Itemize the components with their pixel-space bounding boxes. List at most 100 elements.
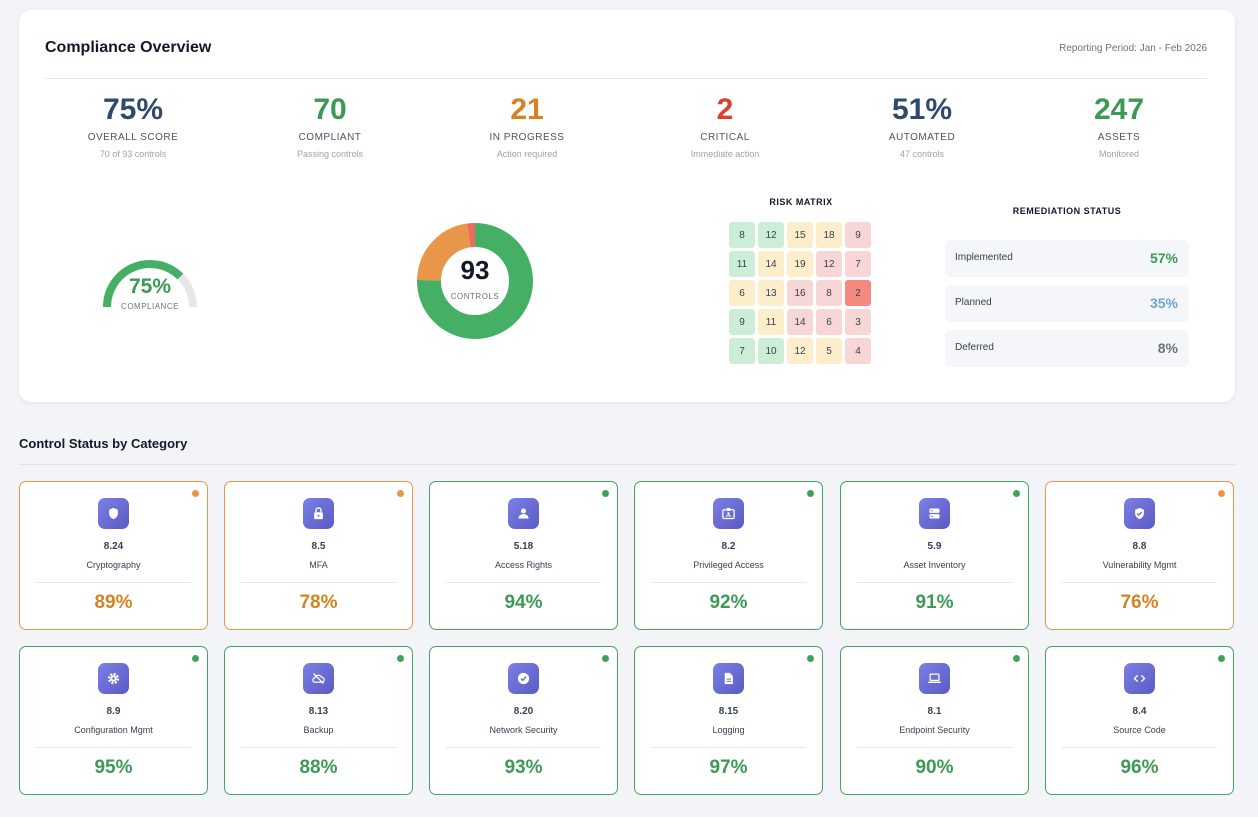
control-percentage: 97% [709, 757, 748, 778]
control-percentage: 90% [915, 757, 954, 778]
kpi-label: CRITICAL [700, 132, 750, 143]
status-dot [397, 490, 404, 497]
risk-cell: 6 [729, 280, 755, 306]
kpi-value: 51% [891, 93, 953, 126]
category-card-vulnerability-mgmt[interactable]: 8.8 Vulnerability Mgmt 76% [1045, 481, 1234, 630]
risk-cell: 8 [729, 222, 755, 248]
control-code: 8.13 [308, 706, 329, 717]
category-card-mfa[interactable]: 8.5 MFA 78% [224, 481, 413, 630]
category-card-logging[interactable]: 8.15 Logging 97% [634, 646, 823, 795]
control-percentage: 95% [94, 757, 133, 778]
control-code: 8.9 [106, 706, 121, 717]
control-code: 8.8 [1132, 541, 1147, 552]
status-dot [397, 655, 404, 662]
remediation-label: Planned [955, 297, 992, 308]
risk-cell: 7 [729, 338, 755, 364]
kpi-assets: 247 ASSETS Monitored [1029, 92, 1209, 159]
shield-icon [98, 498, 129, 529]
kpi-value: 2 [716, 93, 734, 126]
risk-cell: 11 [758, 309, 784, 335]
category-card-privileged-access[interactable]: 8.2 Privileged Access 92% [634, 481, 823, 630]
status-dot [1218, 490, 1225, 497]
card-divider [36, 582, 191, 583]
control-name: Configuration Mgmt [74, 725, 153, 735]
donut-segment [417, 223, 533, 339]
remediation-value: 35% [1149, 295, 1178, 311]
control-percentage: 93% [504, 757, 543, 778]
risk-cell: 9 [845, 222, 871, 248]
category-card-configuration-mgmt[interactable]: 8.9 Configuration Mgmt 95% [19, 646, 208, 795]
control-name: Logging [712, 725, 745, 735]
status-dot [807, 655, 814, 662]
control-name: Backup [303, 725, 334, 735]
control-code: 8.4 [1132, 706, 1147, 717]
page-title: Compliance Overview [45, 39, 212, 56]
risk-cell: 11 [729, 251, 755, 277]
card-divider [1062, 582, 1217, 583]
control-name: Endpoint Security [899, 725, 970, 735]
category-card-cryptography[interactable]: 8.24 Cryptography 89% [19, 481, 208, 630]
control-name: Access Rights [494, 560, 553, 570]
kpi-label: COMPLIANT [298, 132, 362, 143]
control-code: 8.2 [721, 541, 736, 552]
card-divider [1062, 747, 1217, 748]
category-card-endpoint-security[interactable]: 8.1 Endpoint Security 90% [840, 646, 1029, 795]
id-card-icon [713, 498, 744, 529]
risk-cell: 12 [787, 338, 813, 364]
risk-cell: 10 [758, 338, 784, 364]
lock-icon [303, 498, 334, 529]
category-card-asset-inventory[interactable]: 5.9 Asset Inventory 91% [840, 481, 1029, 630]
compliance-overview-panel: Compliance Overview Reporting Period: Ja… [19, 10, 1235, 402]
kpi-critical: 2 CRITICAL Immediate action [635, 92, 815, 159]
status-dot [1218, 655, 1225, 662]
kpi-value: 247 [1093, 93, 1145, 126]
risk-cell: 13 [758, 280, 784, 306]
server-icon [919, 498, 950, 529]
reporting-period: Reporting Period: Jan - Feb 2026 [1059, 43, 1207, 54]
card-divider [857, 582, 1012, 583]
card-divider [651, 747, 806, 748]
risk-cell: 12 [816, 251, 842, 277]
kpi-label: OVERALL SCORE [87, 132, 179, 143]
card-divider [241, 747, 396, 748]
control-code: 8.24 [103, 541, 124, 552]
user-icon [508, 498, 539, 529]
section-title: Control Status by Category [19, 436, 188, 451]
control-name: Privileged Access [693, 560, 764, 570]
control-code: 5.9 [927, 541, 942, 552]
risk-matrix-title: RISK MATRIX [769, 197, 833, 207]
check-circle-icon [508, 663, 539, 694]
divider [45, 78, 1207, 79]
risk-cell: 14 [758, 251, 784, 277]
control-percentage: 88% [299, 757, 338, 778]
status-dot [1013, 490, 1020, 497]
control-percentage: 96% [1120, 757, 1159, 778]
remediation-label: Deferred [955, 342, 994, 353]
risk-cell: 15 [787, 222, 813, 248]
risk-cell: 2 [845, 280, 871, 306]
card-divider [651, 582, 806, 583]
category-card-source-code[interactable]: 8.4 Source Code 96% [1045, 646, 1234, 795]
kpi-label: ASSETS [1097, 132, 1141, 143]
control-percentage: 78% [299, 592, 338, 613]
code-icon [1124, 663, 1155, 694]
risk-cell: 5 [816, 338, 842, 364]
gauge-label: COMPLIANCE [121, 302, 179, 311]
kpi-in-progress: 21 IN PROGRESS Action required [437, 92, 617, 159]
control-percentage: 89% [94, 592, 133, 613]
donut-label: CONTROLS [450, 292, 500, 301]
category-card-network-security[interactable]: 8.20 Network Security 93% [429, 646, 618, 795]
remediation-row-implemented: Implemented 57% [945, 240, 1189, 277]
risk-cell: 7 [845, 251, 871, 277]
risk-cell: 6 [816, 309, 842, 335]
control-code: 5.18 [513, 541, 534, 552]
status-dot [1013, 655, 1020, 662]
control-name: Source Code [1113, 725, 1166, 735]
category-card-backup[interactable]: 8.13 Backup 88% [224, 646, 413, 795]
card-divider [446, 582, 601, 583]
category-card-access-rights[interactable]: 5.18 Access Rights 94% [429, 481, 618, 630]
kpi-label: AUTOMATED [888, 132, 956, 143]
kpi-subtext: Action required [496, 149, 558, 159]
gear-icon [98, 663, 129, 694]
risk-cell: 14 [787, 309, 813, 335]
